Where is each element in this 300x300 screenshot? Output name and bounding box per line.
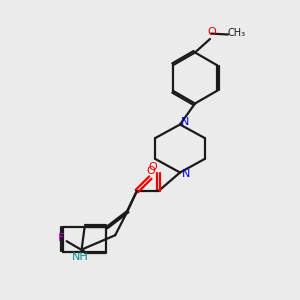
Text: O: O [146,166,155,176]
Text: NH: NH [72,252,88,262]
Text: CH₃: CH₃ [227,28,245,38]
Text: O: O [207,27,216,38]
Text: N: N [181,117,190,127]
Text: O: O [148,161,158,172]
Text: F: F [58,232,64,243]
Text: N: N [182,169,190,179]
